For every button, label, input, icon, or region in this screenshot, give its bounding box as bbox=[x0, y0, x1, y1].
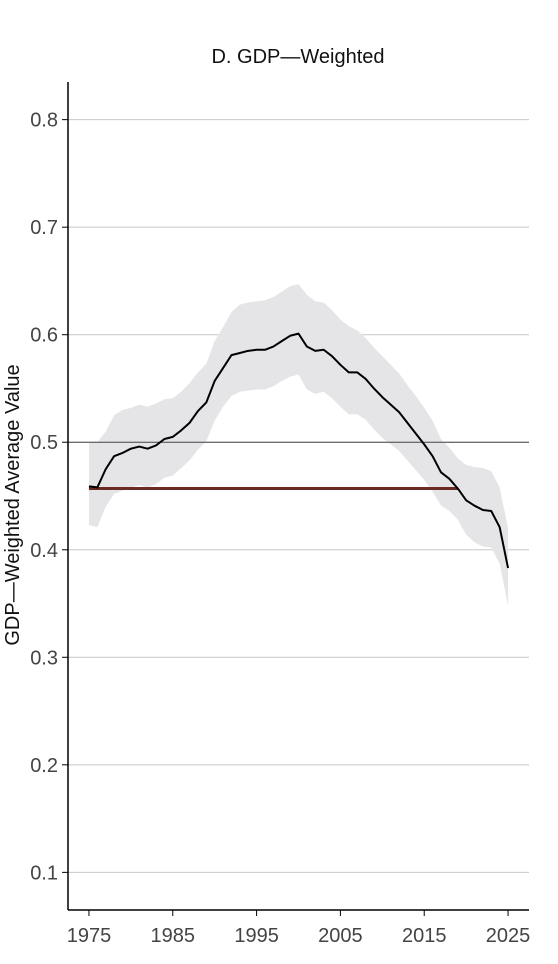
x-tick-label-1975: 1975 bbox=[67, 925, 112, 947]
confidence-band bbox=[88, 284, 509, 606]
y-tick-label-0.8: 0.8 bbox=[30, 110, 58, 132]
chart-title: D. GDP—Weighted bbox=[211, 46, 384, 68]
y-tick-label-0.7: 0.7 bbox=[30, 217, 58, 239]
x-tick-label-2025: 2025 bbox=[486, 925, 531, 947]
y-tick-label-0.5: 0.5 bbox=[30, 432, 58, 454]
y-tick-label-0.2: 0.2 bbox=[30, 755, 58, 777]
y-tick-label-0.3: 0.3 bbox=[30, 647, 58, 669]
x-ticks: 1975 1985 1995 2005 2015 2025 bbox=[67, 910, 531, 947]
y-ticks: 0.1 0.2 0.3 0.4 0.5 0.6 0.7 0.8 bbox=[30, 110, 68, 884]
y-tick-label-0.6: 0.6 bbox=[30, 325, 58, 347]
y-axis-label: GDP—Weighted Average Value bbox=[2, 364, 24, 645]
series-line bbox=[88, 332, 510, 569]
reference-lines bbox=[68, 441, 529, 490]
x-tick-label-2005: 2005 bbox=[318, 925, 363, 947]
y-tick-label-0.4: 0.4 bbox=[30, 540, 58, 562]
confidence-band-area bbox=[88, 284, 509, 606]
series-lines bbox=[88, 332, 510, 569]
x-tick-label-1985: 1985 bbox=[151, 925, 196, 947]
x-tick-label-2015: 2015 bbox=[402, 925, 447, 947]
axes bbox=[67, 82, 529, 911]
y-tick-label-0.1: 0.1 bbox=[30, 862, 58, 884]
x-tick-label-1995: 1995 bbox=[234, 925, 279, 947]
